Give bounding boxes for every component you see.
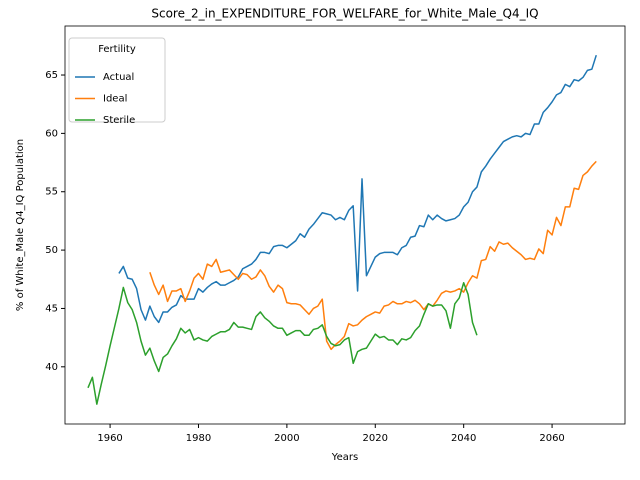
line-series (87, 282, 478, 405)
y-tick-label: 45 (45, 303, 58, 314)
legend-title: Fertility (98, 44, 136, 55)
x-tick-label: 2060 (539, 433, 564, 444)
line-series (118, 54, 597, 324)
x-tick-label: 2020 (363, 433, 388, 444)
y-tick-label: 40 (45, 362, 58, 373)
y-tick-label: 60 (45, 128, 58, 139)
line-series (149, 160, 597, 351)
x-tick-label: 2040 (451, 433, 476, 444)
legend-box (68, 37, 166, 123)
y-tick-label: 50 (45, 245, 58, 256)
legend-label: Sterile (103, 115, 135, 126)
y-axis-label: % of White_Male Q4_IQ Population (15, 139, 26, 311)
chart-title: Score_2_in_EXPENDITURE_FOR_WELFARE_for_W… (151, 7, 538, 21)
y-tick-label: 65 (45, 70, 58, 81)
x-axis-label: Years (331, 452, 358, 463)
x-tick-label: 1980 (186, 433, 211, 444)
x-tick-label: 2000 (274, 433, 299, 444)
plot-frame (64, 25, 626, 425)
legend-label: Actual (103, 72, 134, 83)
x-tick-label: 1960 (97, 433, 122, 444)
y-tick-label: 55 (45, 187, 58, 198)
legend-label: Ideal (103, 94, 127, 105)
